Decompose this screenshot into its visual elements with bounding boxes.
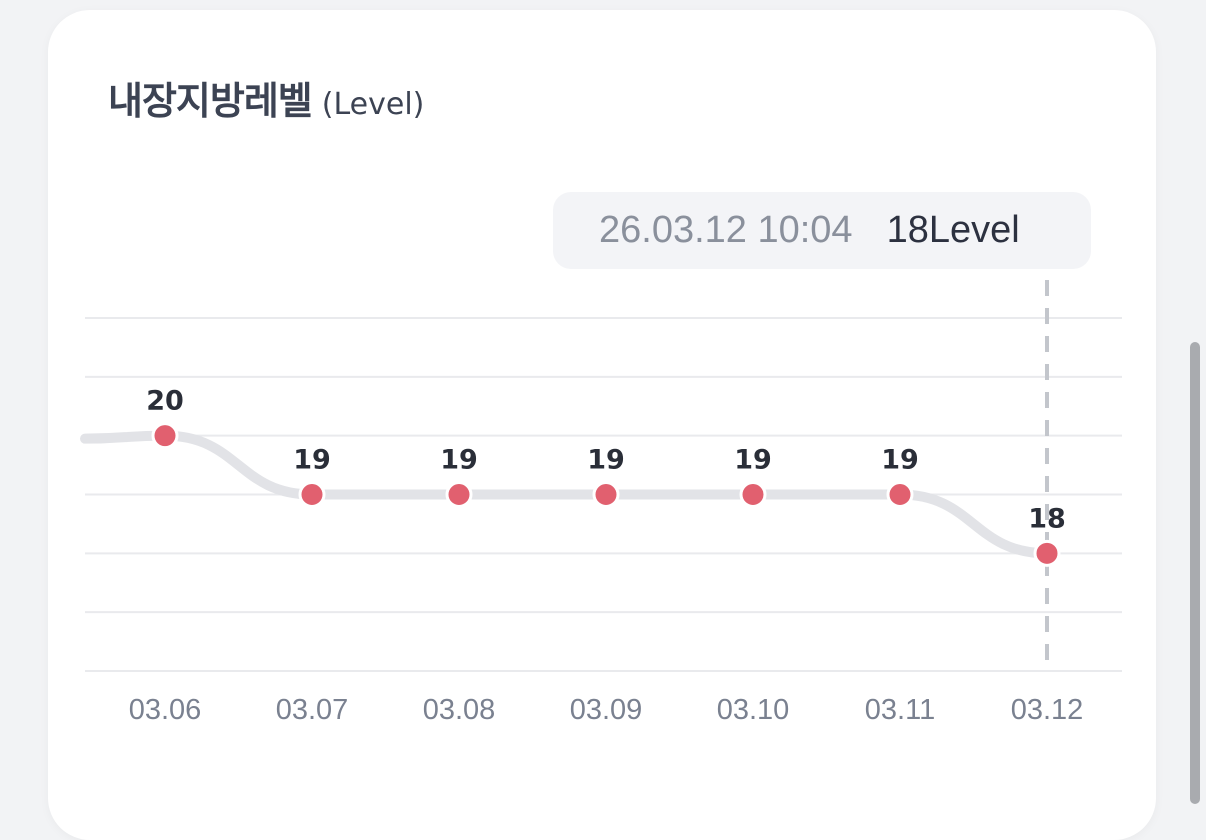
x-tick-label: 03.07 [276,694,349,726]
chart-title-text: 내장지방레벨 [108,79,313,123]
chart-card [48,10,1156,840]
data-point [298,481,326,508]
data-label: 19 [293,445,331,476]
x-tick-label: 03.09 [570,694,643,726]
tooltip-value: 18Level [886,209,1020,251]
chart-title: 내장지방레벨 (Level) [108,70,424,125]
line-chart[interactable]: 20 19 19 19 19 19 18 03.06 03.07 03.08 03.09 03.10 0… [0,0,1206,813]
data-label: 19 [881,445,919,476]
data-point [445,481,473,508]
x-tick-label: 03.06 [129,694,202,726]
data-label: 18 [1028,503,1066,534]
tooltip-time: 26.03.12 10:04 [599,209,853,251]
x-tick-label: 03.11 [865,694,935,726]
data-point [592,481,620,508]
chart-tooltip: 26.03.12 10:04 18Level [553,192,1091,269]
x-tick-label: 03.08 [423,694,496,726]
data-label: 19 [440,445,478,476]
x-tick-label: 03.12 [1011,694,1084,726]
data-point [151,422,179,450]
data-label: 19 [587,445,625,476]
data-label: 19 [734,445,772,476]
vertical-scrollbar[interactable] [1190,342,1200,804]
data-point [739,481,767,508]
data-point [886,481,914,508]
chart-unit-label: (Level) [321,87,425,122]
x-tick-label: 03.10 [717,694,790,726]
data-label: 20 [146,386,184,417]
data-point [1033,539,1061,567]
